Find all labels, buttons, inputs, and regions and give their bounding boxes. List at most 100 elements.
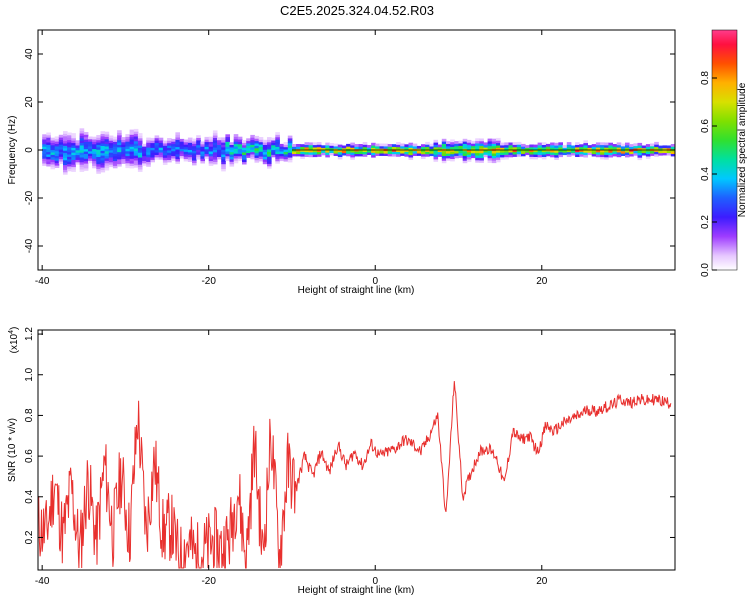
spectrogram-cell bbox=[212, 135, 218, 138]
spectrogram-cell bbox=[566, 146, 572, 150]
spectrogram-cell bbox=[600, 156, 605, 160]
spectrogram-cell bbox=[83, 134, 89, 138]
spectrogram-cell bbox=[512, 144, 518, 148]
spectrogram-cell bbox=[50, 164, 56, 167]
spectrogram-cell bbox=[525, 145, 530, 148]
spectrogram-cell bbox=[462, 158, 468, 161]
spectrogram-cell bbox=[217, 154, 222, 157]
spectrogram-cell bbox=[96, 166, 101, 169]
y-tick-label: 0.4 bbox=[24, 489, 35, 503]
snr-series-line bbox=[38, 381, 672, 569]
spectrogram-cell bbox=[471, 143, 476, 147]
spectrogram-cell bbox=[75, 140, 81, 144]
spectrogram-cell bbox=[146, 144, 151, 148]
spectrogram-cell bbox=[454, 145, 459, 149]
spectrogram-cell bbox=[583, 145, 588, 148]
spectrogram-cell bbox=[96, 151, 101, 155]
spectrogram-cell bbox=[408, 147, 414, 151]
spectrogram-cell bbox=[71, 140, 76, 144]
spectrogram-cell bbox=[162, 152, 168, 156]
spectrogram-cell bbox=[229, 142, 235, 145]
spectrogram-cell bbox=[491, 160, 497, 164]
spectrogram-cell bbox=[479, 150, 484, 154]
spectrogram-cell bbox=[67, 151, 72, 155]
spectrogram-cell bbox=[233, 155, 239, 159]
spectrogram-cell bbox=[237, 158, 243, 162]
spectrogram-cell bbox=[83, 132, 89, 135]
spectrogram-cell bbox=[308, 149, 314, 153]
spectrogram-cell bbox=[308, 154, 314, 158]
spectrogram-cell bbox=[466, 151, 472, 155]
spectrogram-cell bbox=[346, 146, 351, 150]
spectrogram-cell bbox=[271, 149, 276, 153]
spectrogram-cell bbox=[92, 163, 97, 166]
spectrogram-cell bbox=[112, 136, 118, 140]
spectrogram-cell bbox=[171, 143, 176, 147]
spectrogram-cell bbox=[608, 149, 613, 153]
spectrogram-cell bbox=[225, 146, 230, 150]
spectrogram-cell bbox=[129, 139, 135, 142]
spectrogram-cell bbox=[137, 149, 143, 153]
spectrogram-cell bbox=[63, 171, 68, 175]
spectrogram-cell bbox=[46, 161, 51, 165]
spectrogram-cell bbox=[279, 143, 285, 147]
spectrogram-cell bbox=[350, 157, 355, 160]
spectrogram-cell bbox=[167, 147, 172, 151]
spectrogram-cell bbox=[612, 153, 618, 157]
spectrogram-cell bbox=[446, 141, 451, 144]
spectrogram-cell bbox=[229, 151, 235, 155]
spectrogram-cell bbox=[441, 143, 447, 147]
spectrogram-cell bbox=[121, 137, 126, 140]
spectrogram-cell bbox=[108, 154, 114, 158]
spectrogram-cell bbox=[325, 154, 330, 158]
spectrogram-cell bbox=[325, 149, 330, 153]
spectrogram-cell bbox=[42, 160, 47, 164]
spectrogram-cell bbox=[466, 147, 472, 150]
spectrogram-x-ticks: -40 -20 0 20 bbox=[35, 30, 548, 287]
spectrogram-cell bbox=[237, 153, 243, 157]
spectrogram-cell bbox=[117, 147, 122, 150]
spectrogram-cell bbox=[200, 151, 205, 154]
spectrogram-cell bbox=[262, 156, 268, 160]
spectrogram-cell bbox=[92, 151, 97, 154]
spectrogram-cell bbox=[233, 150, 239, 154]
spectrogram-cell bbox=[579, 151, 584, 155]
spectrogram-cell bbox=[79, 128, 85, 132]
spectrogram-cell bbox=[162, 159, 168, 163]
spectrogram-cell bbox=[79, 157, 85, 160]
spectrogram-cell bbox=[312, 144, 318, 148]
spectrogram-cell bbox=[108, 142, 114, 146]
spectrogram-cell bbox=[400, 145, 405, 149]
spectrogram-cell bbox=[92, 139, 97, 142]
spectrogram-cell bbox=[545, 153, 551, 157]
spectrogram-cell bbox=[575, 147, 580, 150]
spectrogram-cell bbox=[167, 150, 172, 153]
spectrogram-cell bbox=[541, 147, 547, 150]
spectrogram-cell bbox=[200, 160, 205, 164]
spectrogram-cell bbox=[233, 146, 239, 149]
spectrogram-cell bbox=[208, 146, 214, 150]
spectrogram-cell bbox=[133, 155, 139, 159]
spectrogram-cell bbox=[333, 146, 339, 149]
spectrogram-cell bbox=[292, 151, 297, 154]
spectrogram-cell bbox=[58, 134, 64, 138]
spectrogram-cell bbox=[183, 156, 189, 160]
spectrogram-cell bbox=[42, 148, 47, 152]
spectrogram-cell bbox=[117, 156, 122, 160]
spectrogram-cell bbox=[204, 139, 210, 143]
spectrogram-cell bbox=[433, 156, 439, 160]
spectrogram-cell bbox=[146, 161, 151, 165]
spectrogram-cell bbox=[316, 149, 322, 152]
spectrogram-cell bbox=[158, 156, 164, 160]
spectrogram-cell bbox=[92, 143, 97, 147]
spectrogram-cell bbox=[221, 142, 226, 145]
spectrogram-cell bbox=[500, 142, 505, 146]
spectrogram-cell bbox=[566, 144, 572, 148]
spectrogram-cell bbox=[129, 146, 135, 150]
spectrogram-cell bbox=[254, 147, 260, 151]
spectrogram-cell bbox=[104, 138, 110, 142]
colorbar-tick-label: 0.6 bbox=[700, 119, 711, 133]
spectrogram-cell bbox=[158, 149, 164, 153]
spectrogram-cell bbox=[54, 153, 60, 156]
spectrogram-cell bbox=[258, 149, 264, 152]
